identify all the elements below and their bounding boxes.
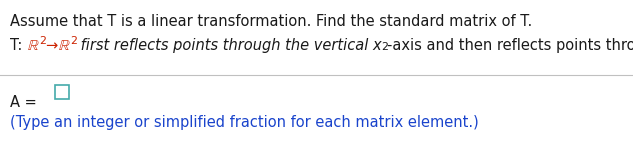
Text: -axis and then reflects points through the origin.: -axis and then reflects points through t…	[387, 38, 633, 53]
Text: 2: 2	[39, 36, 46, 46]
Text: (Type an integer or simplified fraction for each matrix element.): (Type an integer or simplified fraction …	[10, 115, 479, 130]
Text: $\mathbb{R}$: $\mathbb{R}$	[58, 38, 70, 53]
Text: $\mathbb{R}$: $\mathbb{R}$	[27, 38, 39, 53]
Bar	[55, 85, 69, 99]
Text: 2: 2	[382, 42, 389, 52]
Text: 2: 2	[70, 36, 77, 46]
Text: A =: A =	[10, 95, 41, 110]
Text: T:: T:	[10, 38, 27, 53]
Text: →: →	[46, 38, 58, 53]
Text: Assume that T is a linear transformation. Find the standard matrix of T.: Assume that T is a linear transformation…	[10, 14, 532, 29]
Text: first reflects points through the vertical x: first reflects points through the vertic…	[76, 38, 382, 53]
